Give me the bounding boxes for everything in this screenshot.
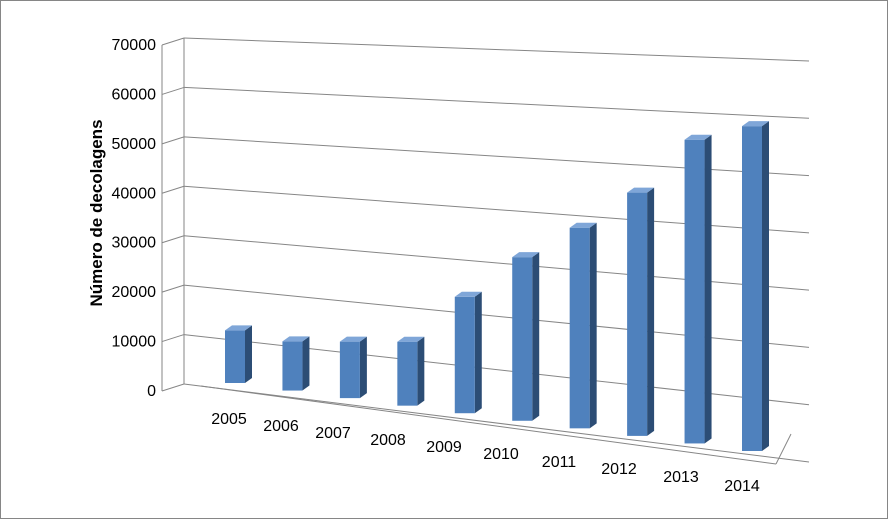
bar-2012 [627, 187, 655, 436]
x-tick-label: 2011 [542, 454, 577, 471]
side-wall-tick [161, 185, 185, 194]
bar-side-face [245, 325, 252, 383]
bar-front-face [569, 227, 590, 429]
bar-front-face [454, 296, 475, 414]
x-tick-label: 2014 [724, 478, 760, 495]
bar-side-face [359, 336, 367, 399]
bar-top-face [454, 291, 482, 297]
bar-top-face [569, 222, 597, 228]
x-tick-label: 2007 [315, 425, 351, 442]
bar-2014 [742, 121, 769, 452]
x-tick-label: 2009 [426, 439, 462, 456]
bar-front-face [627, 192, 648, 436]
bar-2009 [454, 291, 482, 414]
y-tick-label: 50000 [112, 136, 157, 153]
bar-front-face [225, 330, 245, 383]
bar-front-face [339, 341, 360, 399]
y-tick-label: 30000 [112, 235, 157, 252]
gridline [183, 235, 810, 291]
bar-top-face [627, 187, 655, 193]
bar-2013 [684, 134, 712, 444]
bar-top-face [225, 325, 252, 331]
gridline [183, 185, 810, 234]
bar-top-face [742, 121, 769, 127]
x-tick-label: 2008 [370, 432, 406, 449]
bar-top-face [339, 336, 367, 342]
chart-walls [161, 38, 792, 465]
floor-front-edge [200, 385, 777, 465]
bar-side-face [704, 134, 712, 444]
x-tick-label: 2012 [601, 461, 637, 478]
floor-right-edge [775, 433, 792, 465]
x-tick-label: 2006 [263, 418, 299, 435]
bar-2007 [339, 336, 367, 399]
side-wall-tick [161, 37, 185, 46]
y-tick-label: 60000 [112, 86, 157, 103]
y-tick-label: 70000 [112, 37, 157, 54]
bar-2011 [569, 222, 597, 429]
bar-side-face [762, 121, 769, 452]
y-tick-label: 40000 [112, 185, 157, 202]
gridline [183, 284, 810, 348]
bar-top-face [397, 336, 425, 342]
gridline [183, 136, 810, 177]
x-tick-labels: 2005 2006 2007 2008 2009 2010 2011 2012 2013 2014 [211, 411, 760, 495]
bar-front-face [282, 341, 303, 391]
bars [225, 121, 769, 452]
bar-side-face [302, 336, 310, 391]
bar-side-face [589, 222, 597, 429]
gridline [183, 86, 810, 119]
y-axis-label: Número de decolagens [87, 119, 106, 306]
y-tick-labels: 0 10000 20000 30000 40000 50000 60000 70000 [112, 37, 157, 400]
y-tick-label: 0 [147, 383, 156, 400]
side-wall-tick [161, 235, 185, 244]
bar-2008 [397, 336, 425, 406]
gridline [183, 383, 810, 463]
y-tick-label: 10000 [112, 334, 157, 351]
x-tick-label: 2010 [483, 446, 519, 463]
gridline [183, 334, 810, 406]
bar-2006 [282, 336, 310, 391]
bar-front-face [684, 139, 705, 444]
bar-front-face [742, 126, 762, 452]
bar-front-face [397, 341, 418, 406]
bar-top-face [282, 336, 310, 342]
bar-side-face [532, 252, 540, 421]
bar-top-face [512, 252, 540, 258]
side-wall-tick [161, 86, 185, 95]
bar-side-face [647, 187, 655, 436]
bar-side-face [417, 336, 425, 406]
x-tick-label: 2013 [663, 469, 699, 486]
side-wall-tick [161, 383, 185, 392]
x-tick-label: 2005 [211, 411, 247, 428]
bar-2005 [225, 325, 252, 383]
side-wall-tick [161, 334, 185, 343]
bar-top-face [684, 134, 712, 140]
bar-side-face [474, 291, 482, 414]
bar-front-face [512, 257, 533, 421]
gridline [183, 37, 810, 62]
gridlines [161, 37, 810, 463]
side-wall-tick [161, 284, 185, 293]
y-tick-label: 20000 [112, 284, 157, 301]
side-wall-tick [161, 136, 185, 145]
bar-2010 [512, 252, 540, 421]
